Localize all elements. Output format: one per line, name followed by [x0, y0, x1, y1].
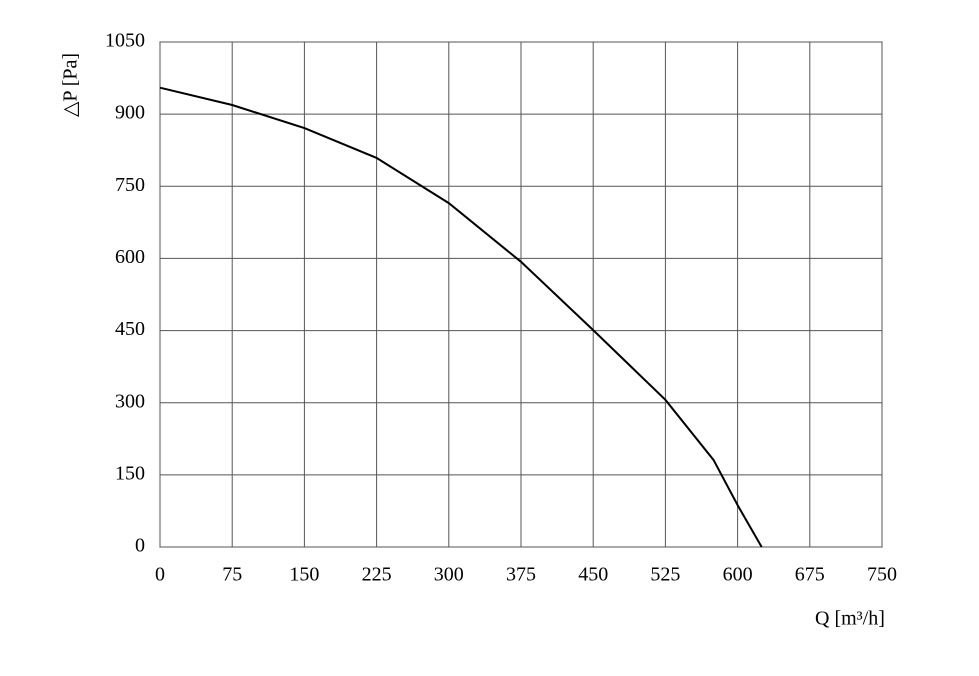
- y-tick-label: 1050: [105, 30, 145, 52]
- x-tick-label: 300: [434, 564, 464, 586]
- x-tick-label: 375: [506, 564, 536, 586]
- x-tick-label: 225: [362, 564, 392, 586]
- y-tick-label: 450: [115, 318, 145, 340]
- y-tick-label: 0: [135, 535, 145, 557]
- y-tick-label: 300: [115, 390, 145, 412]
- x-tick-label: 525: [650, 564, 680, 586]
- x-tick-label: 600: [723, 564, 753, 586]
- x-tick-label: 450: [578, 564, 608, 586]
- y-tick-label: 900: [115, 102, 145, 124]
- y-axis-label: △P [Pa]: [60, 53, 82, 117]
- x-axis-label: Q [m³/h]: [815, 608, 885, 630]
- y-tick-label: 150: [115, 462, 145, 484]
- y-tick-label: 600: [115, 246, 145, 268]
- x-tick-label: 675: [795, 564, 825, 586]
- y-tick-label: 750: [115, 174, 145, 196]
- curve: [159, 86, 763, 548]
- x-tick-label: 150: [289, 564, 319, 586]
- x-tick-label: 75: [222, 564, 242, 586]
- x-tick-label: 750: [867, 564, 897, 586]
- x-tick-label: 0: [155, 564, 165, 586]
